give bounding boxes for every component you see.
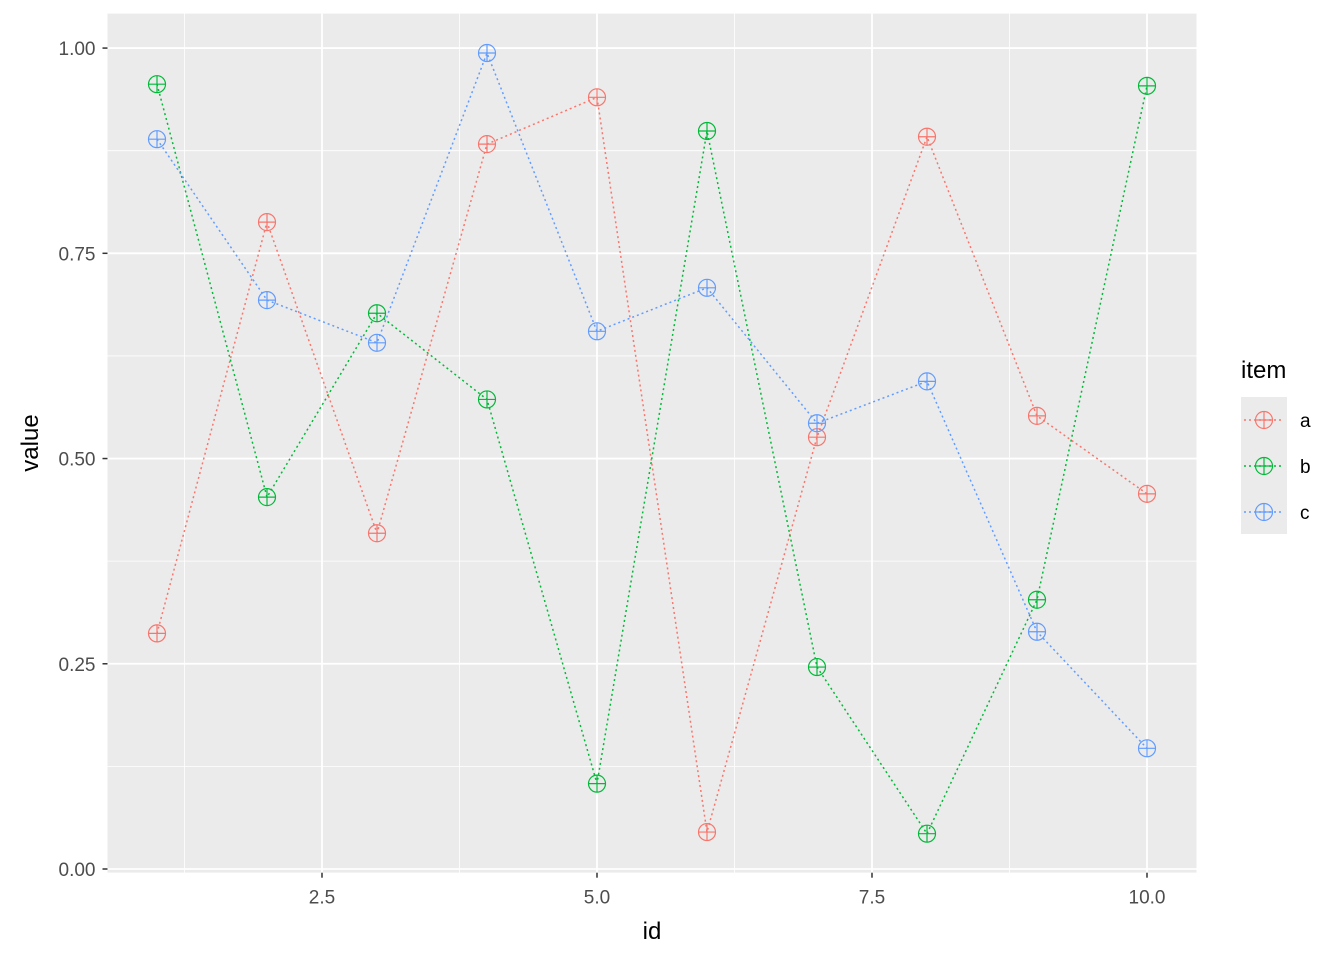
data-point-c bbox=[367, 333, 387, 352]
plot-panel bbox=[107, 13, 1197, 873]
data-point-b bbox=[1027, 590, 1047, 609]
data-point-b bbox=[147, 75, 167, 94]
data-point-a bbox=[917, 127, 937, 146]
legend-label-c: c bbox=[1300, 503, 1310, 524]
data-point-a bbox=[697, 822, 717, 842]
data-point-a bbox=[257, 213, 277, 232]
data-point-c bbox=[917, 372, 937, 391]
x-tick-label: 10.0 bbox=[1129, 888, 1166, 909]
legend-label-a: a bbox=[1300, 411, 1311, 432]
legend-title: item bbox=[1241, 357, 1286, 384]
legend-key-b bbox=[1254, 456, 1274, 476]
data-point-c bbox=[147, 130, 167, 149]
data-point-b bbox=[477, 390, 497, 409]
data-point-b bbox=[697, 121, 717, 141]
series-line-c bbox=[156, 50, 1148, 749]
x-tick-label: 5.0 bbox=[584, 888, 610, 909]
data-point-c bbox=[807, 414, 827, 433]
series-line-a bbox=[156, 96, 1148, 833]
data-point-a bbox=[477, 135, 497, 154]
x-tick-label: 2.5 bbox=[309, 888, 335, 909]
x-axis-title: id bbox=[643, 918, 662, 945]
legend-key-a bbox=[1254, 410, 1274, 430]
y-tick-label: 0.00 bbox=[59, 860, 96, 881]
data-point-b bbox=[587, 774, 607, 793]
y-tick-label: 0.75 bbox=[59, 244, 96, 265]
data-point-a bbox=[367, 524, 387, 543]
data-point-a bbox=[1137, 484, 1157, 503]
data-point-c bbox=[1137, 739, 1157, 758]
data-point-b bbox=[1137, 76, 1157, 95]
y-axis-title: value bbox=[17, 414, 44, 471]
data-point-b bbox=[807, 657, 827, 677]
data-point-a bbox=[1027, 406, 1047, 425]
data-point-b bbox=[917, 824, 937, 843]
legend-key-c bbox=[1254, 502, 1274, 522]
data-point-b bbox=[257, 488, 277, 507]
y-tick-label: 0.50 bbox=[59, 450, 96, 471]
y-tick-label: 0.25 bbox=[59, 655, 96, 676]
data-point-c bbox=[1027, 622, 1047, 641]
legend-label-b: b bbox=[1300, 457, 1311, 478]
data-point-c bbox=[477, 43, 497, 63]
legend: item a b c bbox=[1241, 357, 1311, 534]
data-point-b bbox=[367, 304, 387, 323]
data-point-a bbox=[587, 88, 607, 107]
x-tick-label: 7.5 bbox=[859, 888, 885, 909]
data-point-c bbox=[697, 278, 717, 297]
data-point-c bbox=[257, 291, 277, 310]
y-tick-label: 1.00 bbox=[59, 39, 96, 60]
series-line-b bbox=[156, 84, 1148, 836]
data-point-a bbox=[147, 624, 167, 643]
data-point-c bbox=[587, 322, 607, 341]
